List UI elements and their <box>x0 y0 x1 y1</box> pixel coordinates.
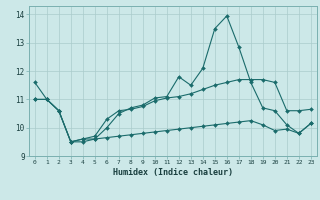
X-axis label: Humidex (Indice chaleur): Humidex (Indice chaleur) <box>113 168 233 177</box>
